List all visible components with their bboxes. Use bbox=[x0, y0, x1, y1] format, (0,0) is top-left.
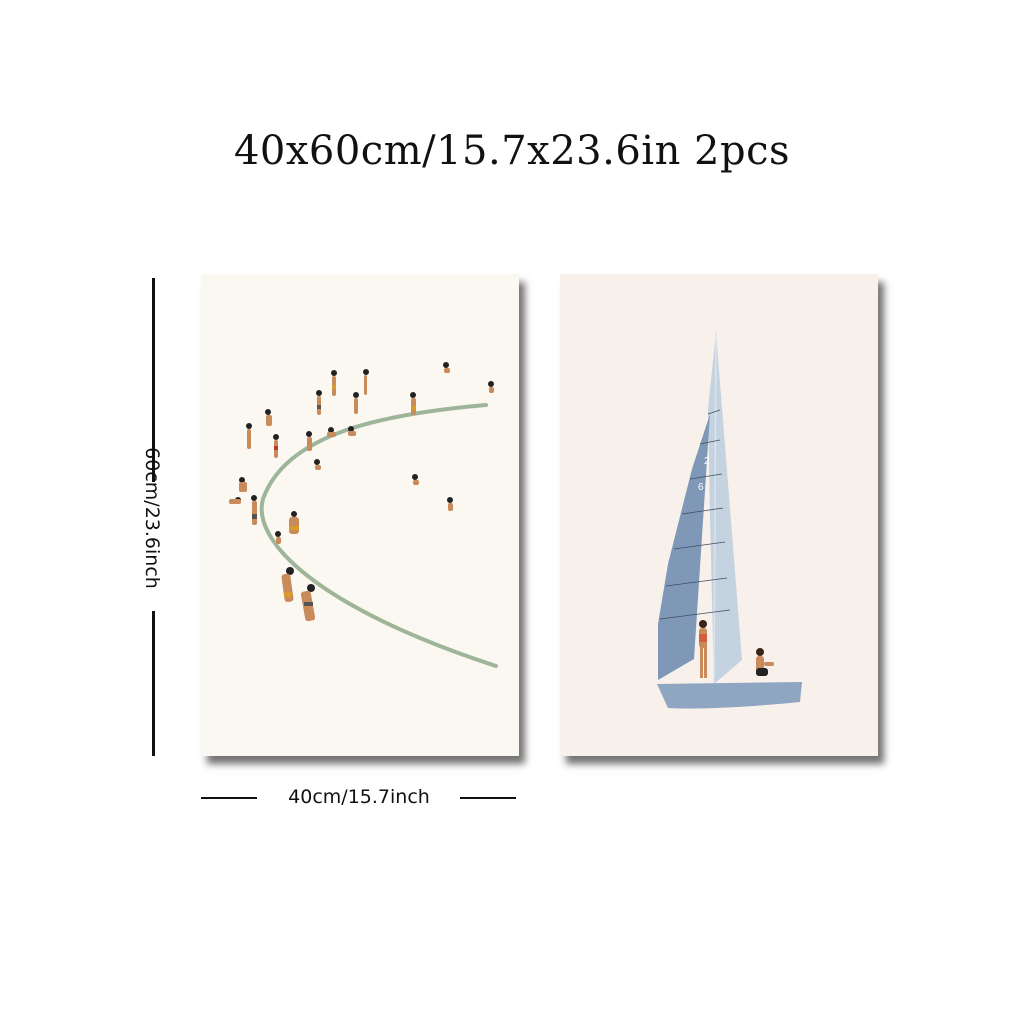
shoreline bbox=[259, 403, 498, 668]
height-line-bottom bbox=[152, 611, 155, 756]
sail-number-2: 2 bbox=[704, 456, 710, 467]
person-figure bbox=[331, 370, 337, 396]
height-label: 60cm/23.6inch bbox=[141, 447, 163, 589]
poster-sailboat: 2 6 bbox=[560, 274, 878, 756]
product-title: 40x60cm/15.7x23.6in 2pcs bbox=[233, 128, 791, 174]
person-figure bbox=[412, 474, 419, 485]
person-figure bbox=[273, 434, 279, 458]
person-figure bbox=[447, 497, 453, 511]
mast bbox=[713, 331, 717, 685]
standing-person bbox=[699, 620, 707, 678]
person-figure bbox=[306, 431, 312, 451]
mainsail bbox=[708, 332, 742, 684]
sail-number-6: 6 bbox=[698, 482, 704, 493]
person-figure bbox=[348, 426, 356, 436]
person-figure bbox=[314, 459, 321, 470]
width-label: 40cm/15.7inch bbox=[288, 786, 430, 808]
person-figure bbox=[281, 567, 294, 603]
person-figure bbox=[316, 390, 322, 415]
sitting-person bbox=[756, 648, 774, 676]
person-figure bbox=[251, 495, 257, 525]
height-line-top bbox=[152, 278, 155, 482]
person-figure bbox=[265, 409, 272, 426]
person-figure bbox=[246, 423, 252, 449]
person-figure bbox=[300, 584, 316, 622]
sail-battens bbox=[659, 409, 731, 620]
person-figure bbox=[353, 392, 359, 414]
jib-sail bbox=[658, 414, 710, 680]
sailboat-illustration: 2 6 bbox=[657, 331, 802, 709]
width-line-right bbox=[460, 797, 516, 799]
beach-illustration bbox=[229, 362, 498, 668]
person-figure bbox=[488, 381, 494, 393]
person-figure bbox=[443, 362, 450, 373]
person-figure bbox=[410, 392, 416, 415]
person-figure bbox=[229, 497, 241, 504]
person-figure bbox=[289, 511, 299, 534]
person-figure bbox=[363, 369, 369, 395]
person-figure bbox=[239, 477, 247, 492]
poster-beach bbox=[201, 274, 519, 756]
width-line-left bbox=[201, 797, 257, 799]
person-figure bbox=[275, 531, 281, 544]
boat-hull bbox=[657, 682, 802, 709]
person-figure bbox=[327, 427, 336, 437]
beach-people bbox=[229, 362, 494, 622]
